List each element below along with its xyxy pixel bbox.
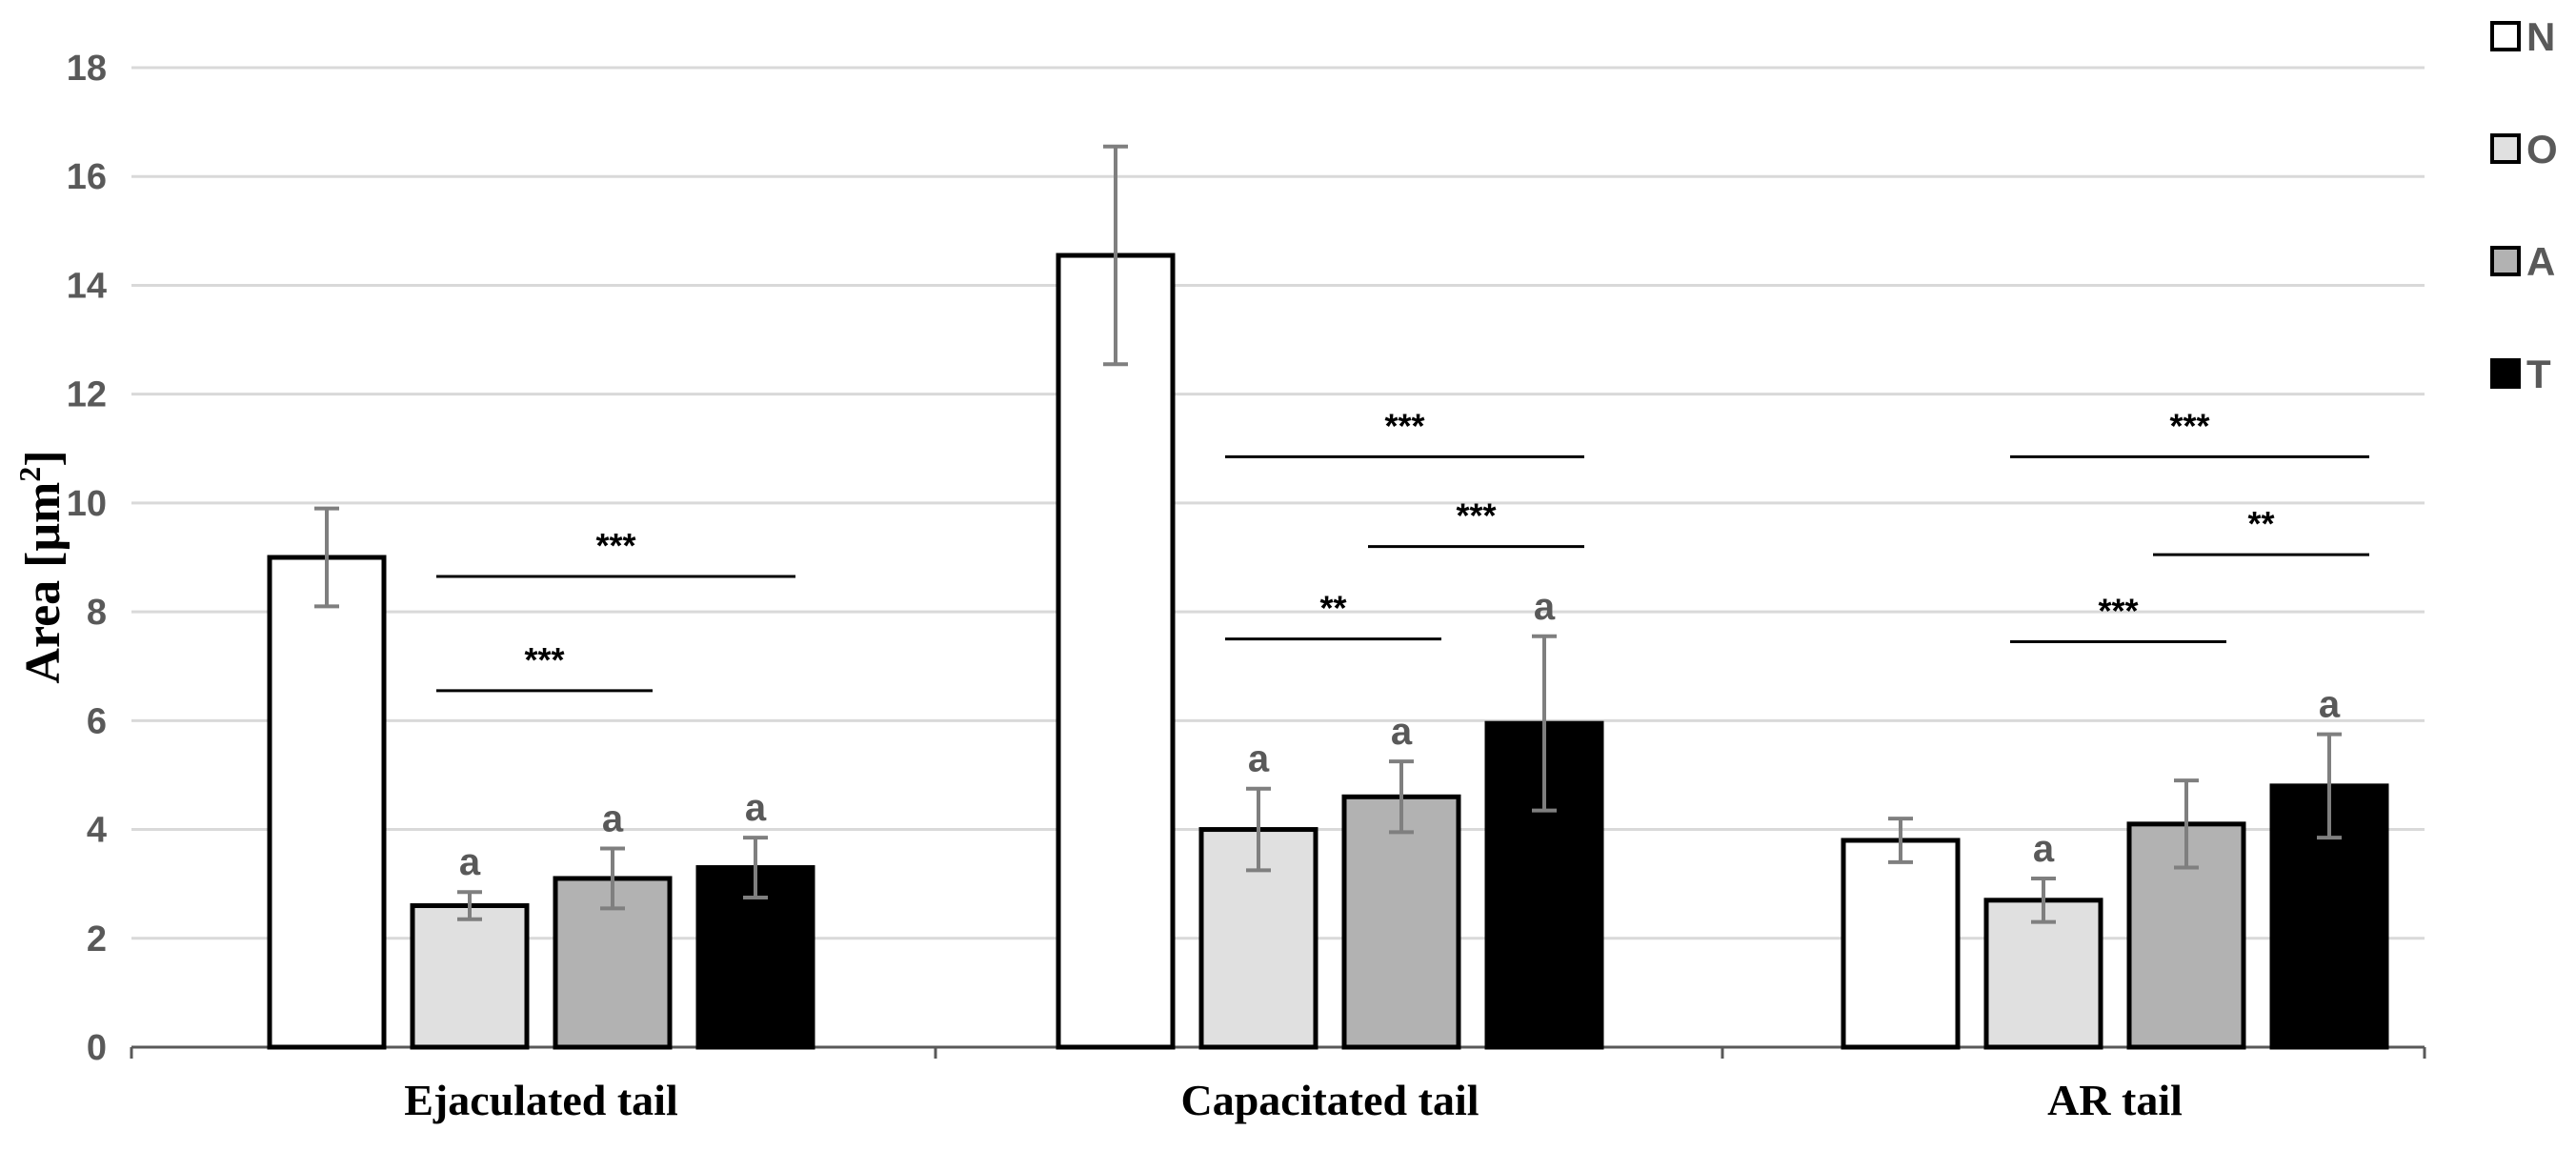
legend-swatch-O — [2490, 133, 2521, 164]
category-label: Ejaculated tail — [404, 1076, 677, 1124]
legend-swatch-A — [2490, 246, 2521, 276]
bar-O — [1983, 898, 2103, 1050]
bar-O — [410, 903, 530, 1050]
y-tick-label: 18 — [67, 49, 107, 89]
bar-N — [1841, 838, 1961, 1050]
significance-stars: *** — [1456, 496, 1496, 535]
legend: N O A T — [2490, 14, 2558, 396]
y-tick-label: 16 — [67, 157, 107, 197]
significance-stars: *** — [595, 526, 635, 565]
y-tick-label: 12 — [67, 375, 107, 415]
bar-N — [267, 555, 387, 1050]
y-tick-label: 4 — [87, 811, 107, 851]
significance-letter: a — [2033, 828, 2055, 870]
y-axis-title-sup: 2 — [12, 467, 47, 482]
significance-stars: *** — [524, 640, 564, 679]
bar-N — [1056, 252, 1176, 1050]
significance-letter: a — [602, 798, 624, 840]
legend-swatch-T — [2490, 358, 2521, 389]
legend-label-A: A — [2526, 239, 2555, 284]
significance-stars: ** — [1319, 589, 1346, 628]
y-axis-title-main: Area [μm — [16, 482, 70, 684]
bar-A — [1341, 794, 1461, 1050]
significance-stars: *** — [2169, 406, 2209, 445]
y-tick-label: 0 — [87, 1028, 107, 1068]
legend-swatch-N — [2490, 21, 2521, 51]
y-tick-label: 14 — [67, 266, 107, 306]
significance-letter: a — [459, 841, 481, 883]
category-label: AR tail — [2047, 1076, 2183, 1124]
significance-letter: a — [1391, 711, 1413, 753]
y-tick-label: 10 — [67, 484, 107, 524]
y-axis-title-end: ] — [16, 450, 70, 466]
significance-letter: a — [1248, 738, 1270, 780]
y-tick-label: 8 — [87, 593, 107, 633]
legend-label-O: O — [2526, 127, 2558, 172]
y-tick-label: 2 — [87, 919, 107, 959]
significance-letter: a — [745, 787, 767, 829]
significance-letter: a — [2319, 684, 2341, 726]
significance-stars: *** — [1384, 406, 1424, 445]
gridlines — [131, 66, 2425, 940]
category-label: Capacitated tail — [1180, 1076, 1479, 1124]
bars — [267, 144, 2389, 1050]
legend-label-N: N — [2526, 14, 2555, 59]
significance-letter: a — [1534, 586, 1556, 628]
significance-stars: *** — [2098, 592, 2138, 631]
legend-label-T: T — [2526, 352, 2551, 396]
y-axis-title: Area [μm2] — [12, 450, 70, 683]
y-tick-label: 6 — [87, 701, 107, 741]
significance-stars: ** — [2247, 504, 2274, 543]
